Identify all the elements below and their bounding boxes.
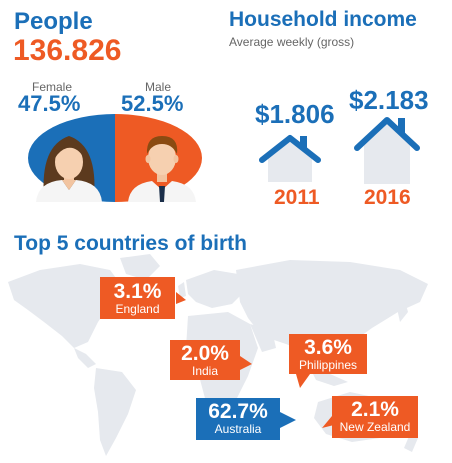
england-pointer — [176, 292, 186, 304]
people-title: People — [14, 8, 93, 35]
female-percentage: 47.5% — [18, 91, 81, 116]
country-pct: 2.1% — [351, 398, 399, 421]
people-count: 136.826 — [13, 34, 122, 67]
female-avatar-icon — [36, 136, 102, 202]
male-avatar-icon — [128, 136, 196, 202]
income-value-2016: $2.183 — [349, 85, 429, 115]
country-name: India — [191, 364, 219, 378]
income-title: Household income — [229, 8, 417, 31]
income-value-2011: $1.806 — [255, 99, 335, 129]
female-label: Female — [32, 80, 73, 94]
country-callout-philippines: 3.6% Philippines — [289, 334, 367, 374]
country-name: Philippines — [298, 358, 358, 372]
australia-pointer — [280, 412, 296, 428]
countries-title: Top 5 countries of birth — [14, 232, 247, 255]
country-callout-new-zealand: 2.1% New Zealand — [332, 396, 418, 438]
philippines-pointer — [296, 374, 310, 388]
income-subtitle: Average weekly (gross) — [229, 35, 355, 49]
country-callout-india: 2.0% India — [170, 340, 240, 380]
year-2011: 2011 — [274, 186, 320, 209]
country-name: Australia — [214, 422, 262, 436]
country-name: New Zealand — [339, 420, 411, 434]
house-icon — [259, 135, 321, 182]
year-2016: 2016 — [364, 186, 411, 209]
male-percentage: 52.5% — [121, 91, 184, 116]
country-name: England — [115, 302, 160, 316]
country-pct: 2.0% — [181, 342, 229, 365]
country-pct: 3.1% — [113, 280, 162, 303]
house-icon — [354, 117, 420, 184]
country-callout-australia: 62.7% Australia — [196, 398, 280, 440]
country-pct: 3.6% — [304, 336, 352, 359]
country-callout-england: 3.1% England — [100, 277, 175, 319]
gender-split-graphic — [28, 114, 202, 202]
india-pointer — [240, 356, 252, 370]
male-label: Male — [145, 80, 172, 94]
country-pct: 62.7% — [208, 400, 268, 423]
